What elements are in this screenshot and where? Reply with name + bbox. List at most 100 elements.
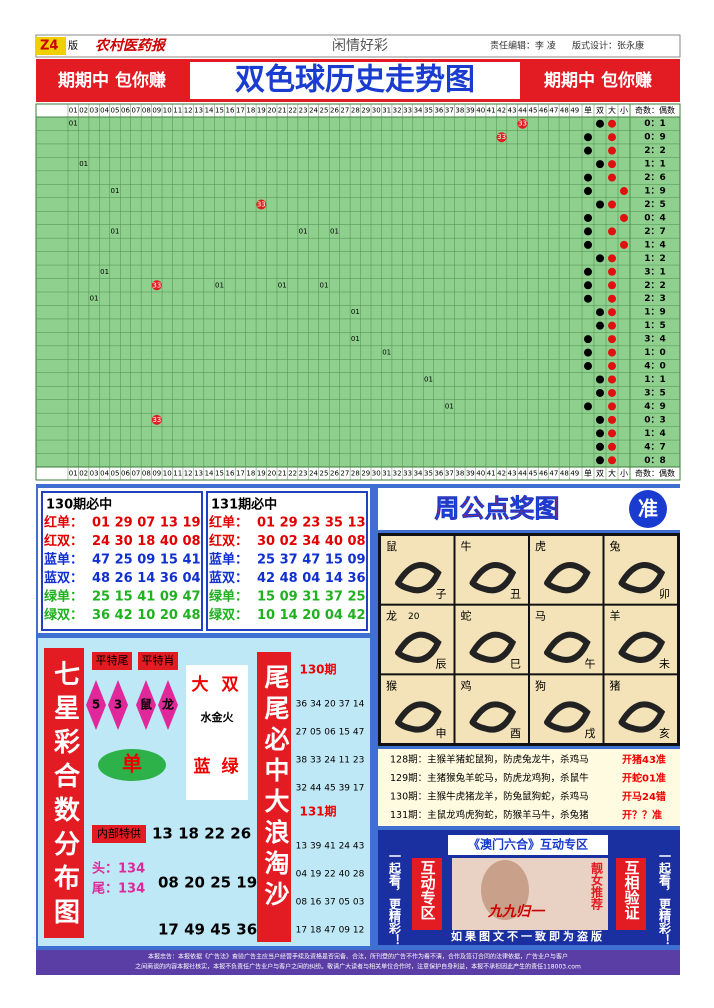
column-header: 小 (620, 469, 628, 478)
column-header: 25 (320, 107, 329, 115)
result: 开蛇01准 (622, 772, 666, 785)
column-header: 28 (351, 470, 360, 478)
dot (608, 267, 616, 276)
predict-title: 131期必中 (211, 497, 277, 513)
dot (608, 348, 616, 357)
ball-label: 33 (152, 281, 161, 289)
column-header: 19 (257, 107, 266, 115)
column-header: 02 (79, 470, 88, 478)
column-header: 24 (309, 107, 318, 115)
paper-name: 农村医药报 (95, 37, 167, 54)
column-header: 33 (403, 470, 412, 478)
predict-label: 红双： (44, 533, 83, 549)
column-header: 44 (518, 107, 527, 115)
period-nums: 08 16 37 05 03 (296, 898, 365, 908)
column-header: 29 (361, 470, 370, 478)
column-header: 17 (236, 107, 245, 115)
ratio: 1：1 (644, 375, 666, 385)
white-panel (186, 665, 248, 800)
diamond (108, 680, 128, 730)
macau-side: 一起看，更精彩！ (658, 850, 672, 946)
dot (608, 335, 616, 344)
column-header: 09 (152, 470, 161, 478)
column-header: 30 (372, 470, 381, 478)
predict-nums: 42 48 04 14 36 (257, 571, 366, 586)
column-header: 27 (340, 470, 349, 478)
footer-text: 本报忠告：本报依据《广告法》查验广告主应当户经营手续及资格是否完备、合法，所刊登… (148, 953, 568, 961)
ball-label: 01 (445, 402, 454, 410)
column-header: 23 (299, 107, 308, 115)
column-header: 40 (476, 107, 485, 115)
zodiac-branch: 酉 (510, 727, 521, 740)
zodiac-animal: 鸡 (461, 678, 472, 692)
dot (620, 240, 628, 249)
zodiac-ink (395, 701, 442, 733)
designer: 版式设计：张永康 (572, 40, 644, 52)
elements: 水金火 (201, 710, 235, 724)
side-title-bg (257, 652, 291, 942)
ratio: 2：5 (644, 200, 666, 210)
dot (608, 321, 616, 330)
zodiac-branch: 辰 (436, 657, 447, 670)
predict-label: 蓝双： (44, 570, 83, 586)
column-header: 38 (455, 470, 464, 478)
predict-label: 蓝单： (44, 552, 83, 568)
ratio: 1：4 (644, 429, 666, 439)
column-header: 02 (79, 107, 88, 115)
ratio: 1：9 (644, 308, 666, 318)
zodiac-ink (618, 631, 666, 663)
column-header: 05 (111, 470, 120, 478)
dot (620, 213, 628, 222)
column-header: 39 (466, 107, 475, 115)
ball-label: 01 (382, 349, 391, 357)
side-title: 尾尾必中大浪淘沙 (261, 664, 290, 912)
column-header: 07 (131, 107, 140, 115)
ball-label: 33 (497, 133, 506, 141)
zodiac-branch: 戌 (585, 727, 596, 740)
macau-side: 一起看，更精彩！ (388, 850, 402, 946)
dot (584, 227, 592, 236)
column-header: 20 (267, 107, 276, 115)
column-header: 43 (508, 470, 517, 478)
column-header: 23 (299, 470, 308, 478)
predict-card (206, 491, 368, 631)
banner-title: 双色球历史走势图 (235, 63, 475, 98)
column-header: 42 (497, 470, 506, 478)
column-header: 单 (584, 468, 592, 478)
predict-label: 蓝单： (209, 552, 248, 568)
tag: 平特肖 (142, 653, 175, 667)
zodiac-branch: 午 (585, 657, 596, 670)
zodiac-branch: 丑 (510, 588, 521, 601)
macau-slogan: 九九归一 (487, 903, 546, 920)
ball-label: 01 (351, 308, 360, 316)
ratio: 1：5 (644, 321, 666, 331)
predict-nums: 24 30 18 40 08 (92, 534, 201, 549)
zodiac-animal: 虎 (535, 540, 546, 553)
column-header: 03 (90, 107, 99, 115)
dot (608, 133, 616, 142)
zodiac-ink (395, 562, 442, 594)
dot (608, 415, 616, 424)
column-header: 29 (361, 107, 370, 115)
dot (596, 375, 604, 384)
edition: 版 (68, 39, 78, 52)
column-header: 45 (529, 470, 538, 478)
dot (584, 294, 592, 303)
column-header: 37 (445, 107, 454, 115)
macau-title: 《澳门六合》互动专区 (468, 837, 588, 852)
dot (596, 442, 604, 451)
column-header: 01 (69, 470, 78, 478)
predict-label: 绿单： (209, 589, 248, 605)
diamond (158, 680, 178, 730)
badge: 准 (638, 497, 658, 521)
dot (584, 402, 592, 411)
nums: 08 20 25 19 (158, 874, 257, 892)
dot (584, 187, 592, 196)
ratio: 3：1 (644, 267, 666, 277)
zodiac-branch: 子 (436, 588, 447, 601)
qixing-title-bg (44, 648, 84, 938)
predict-nums: 25 15 41 09 47 (92, 590, 201, 605)
dot (596, 415, 604, 424)
predict-nums: 10 14 20 04 42 (257, 608, 366, 623)
banner-title-bg (190, 62, 520, 99)
